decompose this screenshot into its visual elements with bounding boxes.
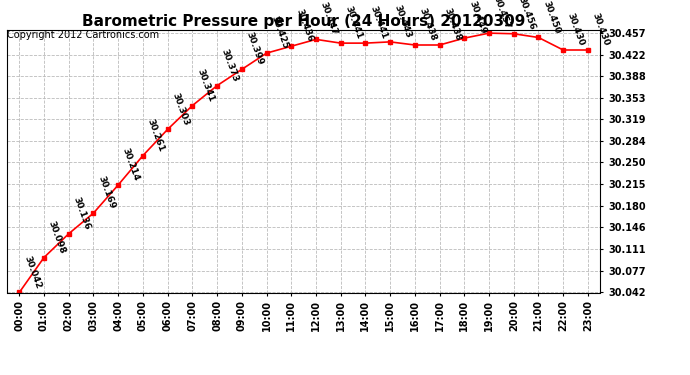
Text: 30.443: 30.443 xyxy=(393,3,413,39)
Text: 30.399: 30.399 xyxy=(244,31,265,67)
Text: 30.449: 30.449 xyxy=(467,0,487,35)
Text: 30.341: 30.341 xyxy=(195,67,215,103)
Text: 30.261: 30.261 xyxy=(146,117,166,153)
Text: 30.042: 30.042 xyxy=(22,254,42,290)
Text: 30.136: 30.136 xyxy=(72,195,92,231)
Text: 30.436: 30.436 xyxy=(294,8,315,44)
Text: 30.441: 30.441 xyxy=(344,4,364,40)
Text: 30.456: 30.456 xyxy=(517,0,537,31)
Text: Copyright 2012 Cartronics.com: Copyright 2012 Cartronics.com xyxy=(7,30,159,40)
Text: 30.438: 30.438 xyxy=(442,7,463,42)
Text: 30.450: 30.450 xyxy=(541,0,562,35)
Text: 30.457: 30.457 xyxy=(492,0,512,30)
Text: 30.425: 30.425 xyxy=(269,15,290,50)
Title: Barometric Pressure per Hour (24 Hours) 20120309: Barometric Pressure per Hour (24 Hours) … xyxy=(82,14,525,29)
Text: 30.214: 30.214 xyxy=(121,147,141,182)
Text: 30.447: 30.447 xyxy=(319,1,339,37)
Text: 30.441: 30.441 xyxy=(368,4,388,40)
Text: 30.303: 30.303 xyxy=(170,91,190,127)
Text: 30.169: 30.169 xyxy=(96,175,117,210)
Text: 30.438: 30.438 xyxy=(417,7,438,42)
Text: 30.430: 30.430 xyxy=(566,12,586,47)
Text: 30.098: 30.098 xyxy=(47,219,67,255)
Text: 30.373: 30.373 xyxy=(220,47,240,83)
Text: 30.430: 30.430 xyxy=(591,12,611,47)
